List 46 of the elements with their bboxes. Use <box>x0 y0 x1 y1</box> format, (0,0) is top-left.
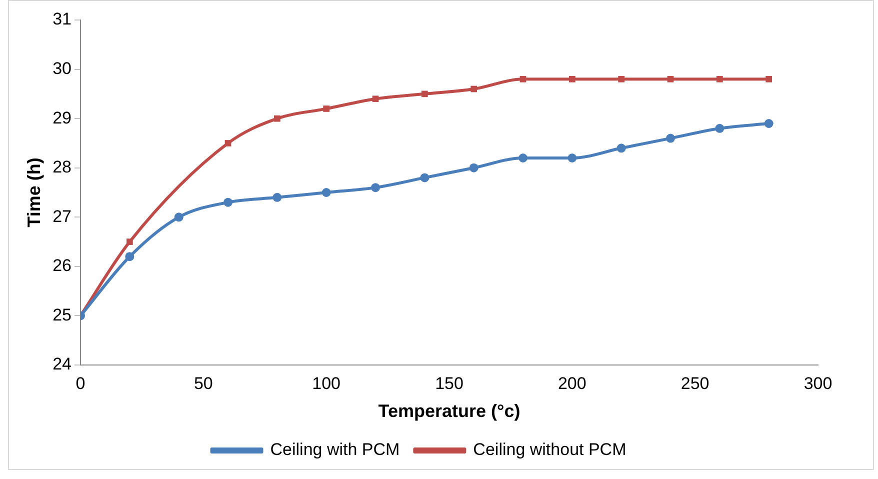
y-tick-label: 26 <box>52 256 72 276</box>
y-tick-label: 24 <box>52 354 72 374</box>
point <box>568 76 576 82</box>
point <box>323 106 330 112</box>
point <box>666 134 675 143</box>
legend-label: Ceiling without PCM <box>473 440 626 460</box>
point <box>372 96 379 102</box>
point <box>322 188 331 197</box>
x-tick-label: 100 <box>312 374 341 393</box>
point <box>469 163 478 172</box>
point <box>126 238 133 245</box>
y-axis-title: Time (h) <box>24 158 44 228</box>
x-axis-title: Temperature (°c) <box>378 401 520 422</box>
point <box>272 192 282 202</box>
x-tick-label: 0 <box>76 374 86 393</box>
x-tick-label: 150 <box>435 374 464 393</box>
point <box>667 76 674 82</box>
y-tick-label: 27 <box>52 206 72 226</box>
point <box>568 154 577 162</box>
y-tick-label: 28 <box>52 158 72 177</box>
point <box>274 115 280 122</box>
y-tick-label: 30 <box>52 58 72 78</box>
point <box>224 198 233 207</box>
x-tick-label: 250 <box>680 374 710 393</box>
point <box>764 119 774 128</box>
point <box>520 76 526 82</box>
x-tick-label: 300 <box>804 374 832 393</box>
point <box>470 86 478 92</box>
x-tick-label: 200 <box>558 374 586 393</box>
point <box>766 76 772 82</box>
point <box>420 173 430 182</box>
point <box>371 183 380 192</box>
legend-label: Ceiling with PCM <box>270 440 400 460</box>
point <box>618 76 625 82</box>
point <box>518 154 528 162</box>
point <box>715 124 724 133</box>
point <box>716 76 723 82</box>
point <box>616 144 626 153</box>
y-tick-label: 31 <box>52 10 72 29</box>
point <box>224 140 232 146</box>
point <box>174 212 184 222</box>
y-tick-label: 25 <box>52 305 72 324</box>
x-tick-label: 50 <box>194 374 213 393</box>
point <box>421 90 428 98</box>
y-tick-label: 29 <box>52 108 72 128</box>
point <box>125 252 134 262</box>
